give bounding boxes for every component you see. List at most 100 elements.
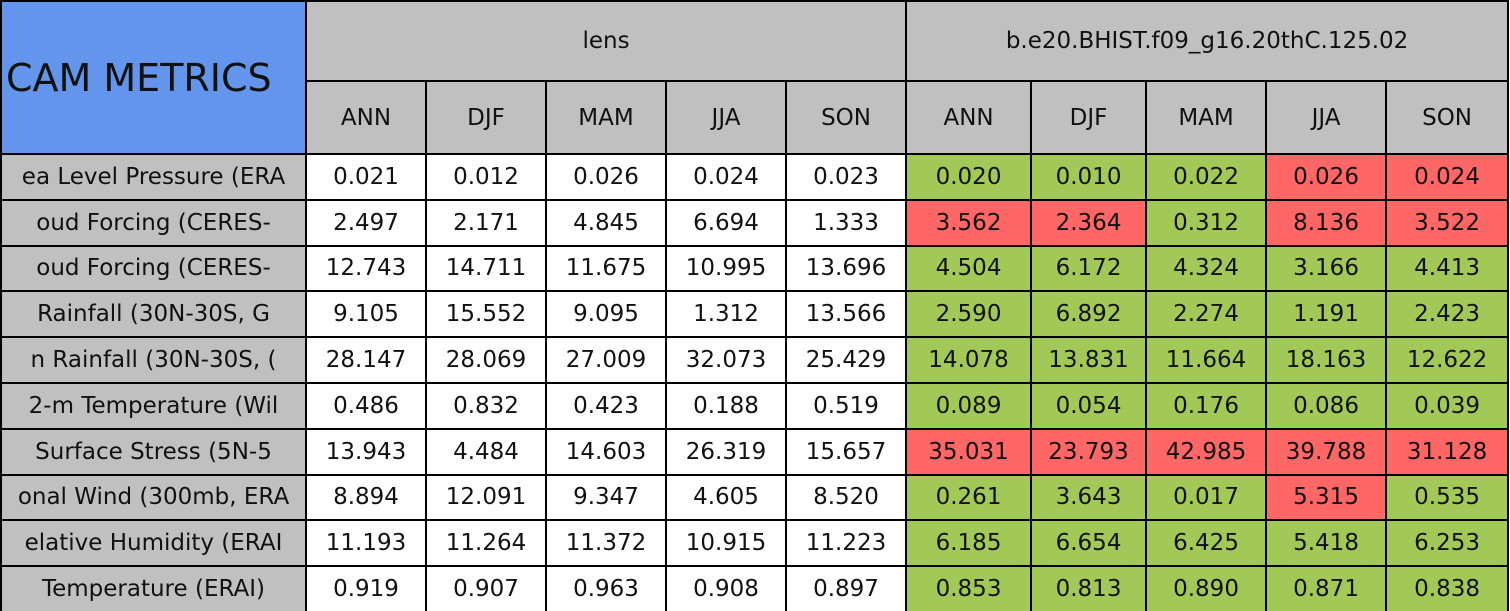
value-cell: 10.915 bbox=[665, 519, 787, 568]
value-cell: 25.429 bbox=[784, 336, 908, 384]
value-cell: 11.372 bbox=[545, 519, 667, 568]
value-cell: 0.519 bbox=[784, 381, 908, 430]
value-cell: 0.897 bbox=[784, 565, 908, 611]
data-row: oud Forcing (CERES- 2.497 2.171 4.845 6.694 1… bbox=[0, 198, 1510, 247]
value-cell: 12.622 bbox=[1385, 336, 1510, 384]
season-header: ANN bbox=[305, 80, 427, 155]
value-cell: 11.664 bbox=[1145, 336, 1268, 384]
data-row: 2-m Temperature (Wil 0.486 0.832 0.423 0.188… bbox=[0, 381, 1510, 430]
value-cell: 15.552 bbox=[425, 290, 547, 339]
value-cell: 35.031 bbox=[905, 427, 1033, 476]
value-cell: 1.191 bbox=[1265, 290, 1388, 339]
value-cell: 3.562 bbox=[905, 198, 1033, 247]
value-cell: 0.024 bbox=[1385, 153, 1510, 201]
value-cell: 2.590 bbox=[905, 290, 1033, 339]
value-cell: 0.871 bbox=[1265, 565, 1388, 611]
value-cell: 15.657 bbox=[784, 427, 908, 476]
value-cell: 0.054 bbox=[1030, 381, 1148, 430]
table-title: CAM METRICS bbox=[0, 0, 307, 155]
value-cell: 18.163 bbox=[1265, 336, 1388, 384]
value-cell: 2.497 bbox=[305, 198, 427, 247]
value-cell: 12.743 bbox=[305, 244, 427, 293]
value-cell: 0.890 bbox=[1145, 565, 1268, 611]
value-cell: 2.364 bbox=[1030, 198, 1148, 247]
value-cell: 1.312 bbox=[665, 290, 787, 339]
value-cell: 13.696 bbox=[784, 244, 908, 293]
value-cell: 4.413 bbox=[1385, 244, 1510, 293]
row-label: oud Forcing (CERES- bbox=[0, 198, 307, 247]
value-cell: 26.319 bbox=[665, 427, 787, 476]
value-cell: 0.022 bbox=[1145, 153, 1268, 201]
value-cell: 0.039 bbox=[1385, 381, 1510, 430]
value-cell: 6.654 bbox=[1030, 519, 1148, 568]
value-cell: 31.128 bbox=[1385, 427, 1510, 476]
data-row: Temperature (ERAI) 0.919 0.907 0.963 0.908 0.… bbox=[0, 565, 1510, 611]
value-cell: 9.347 bbox=[545, 473, 667, 522]
value-cell: 0.012 bbox=[425, 153, 547, 201]
value-cell: 4.605 bbox=[665, 473, 787, 522]
value-cell: 0.838 bbox=[1385, 565, 1510, 611]
value-cell: 0.907 bbox=[425, 565, 547, 611]
data-row: elative Humidity (ERAI 11.193 11.264 11.372… bbox=[0, 519, 1510, 568]
value-cell: 6.694 bbox=[665, 198, 787, 247]
value-cell: 0.024 bbox=[665, 153, 787, 201]
data-row: n Rainfall (30N-30S, (28.147 28.069 27.009… bbox=[0, 336, 1510, 384]
data-row: oud Forcing (CERES- 12.743 14.711 11.675 10.… bbox=[0, 244, 1510, 293]
value-cell: 39.788 bbox=[1265, 427, 1388, 476]
value-cell: 28.069 bbox=[425, 336, 547, 384]
value-cell: 0.535 bbox=[1385, 473, 1510, 522]
row-label: n Rainfall (30N-30S, ( bbox=[0, 336, 307, 384]
value-cell: 3.643 bbox=[1030, 473, 1148, 522]
data-row: ea Level Pressure (ERA 0.021 0.012 0.026 0.0… bbox=[0, 153, 1510, 201]
value-cell: 0.853 bbox=[905, 565, 1033, 611]
group-header: lens bbox=[304, 0, 908, 82]
value-cell: 0.908 bbox=[665, 565, 787, 611]
value-cell: 14.603 bbox=[545, 427, 667, 476]
value-cell: 5.315 bbox=[1265, 473, 1388, 522]
value-cell: 11.675 bbox=[545, 244, 667, 293]
value-cell: 3.166 bbox=[1265, 244, 1388, 293]
value-cell: 9.095 bbox=[545, 290, 667, 339]
value-cell: 10.995 bbox=[665, 244, 787, 293]
season-header: DJF bbox=[425, 80, 547, 155]
value-cell: 8.894 bbox=[305, 473, 427, 522]
group-header-row: CAM METRICS lens b.e20.BHIST.f09_g16.20thC… bbox=[0, 0, 1510, 155]
row-label: oud Forcing (CERES- bbox=[0, 244, 307, 293]
value-cell: 11.223 bbox=[784, 519, 908, 568]
value-cell: 0.176 bbox=[1145, 381, 1268, 430]
value-cell: 0.188 bbox=[665, 381, 787, 430]
value-cell: 42.985 bbox=[1145, 427, 1268, 476]
value-cell: 14.711 bbox=[425, 244, 547, 293]
value-cell: 3.522 bbox=[1385, 198, 1510, 247]
value-cell: 0.919 bbox=[305, 565, 427, 611]
value-cell: 2.274 bbox=[1145, 290, 1268, 339]
value-cell: 6.892 bbox=[1030, 290, 1148, 339]
value-cell: 32.073 bbox=[665, 336, 787, 384]
season-header: SON bbox=[1385, 80, 1510, 155]
value-cell: 8.136 bbox=[1265, 198, 1388, 247]
value-cell: 9.105 bbox=[305, 290, 427, 339]
value-cell: 14.078 bbox=[905, 336, 1033, 384]
value-cell: 0.423 bbox=[545, 381, 667, 430]
value-cell: 6.425 bbox=[1145, 519, 1268, 568]
value-cell: 0.020 bbox=[905, 153, 1033, 201]
value-cell: 0.010 bbox=[1030, 153, 1148, 201]
value-cell: 13.831 bbox=[1030, 336, 1148, 384]
data-row: Surface Stress (5N-5 13.943 4.484 14.603 26.… bbox=[0, 427, 1510, 476]
row-label: elative Humidity (ERAI bbox=[0, 519, 307, 568]
value-cell: 4.484 bbox=[425, 427, 547, 476]
season-header: JJA bbox=[665, 80, 787, 155]
value-cell: 0.026 bbox=[1265, 153, 1388, 201]
value-cell: 12.091 bbox=[425, 473, 547, 522]
season-header: MAM bbox=[545, 80, 667, 155]
value-cell: 2.171 bbox=[425, 198, 547, 247]
row-label: Temperature (ERAI) bbox=[0, 565, 307, 611]
value-cell: 28.147 bbox=[305, 336, 427, 384]
value-cell: 8.520 bbox=[784, 473, 908, 522]
value-cell: 27.009 bbox=[545, 336, 667, 384]
value-cell: 4.504 bbox=[905, 244, 1033, 293]
row-label: Surface Stress (5N-5 bbox=[0, 427, 307, 476]
value-cell: 2.423 bbox=[1385, 290, 1510, 339]
value-cell: 13.943 bbox=[305, 427, 427, 476]
